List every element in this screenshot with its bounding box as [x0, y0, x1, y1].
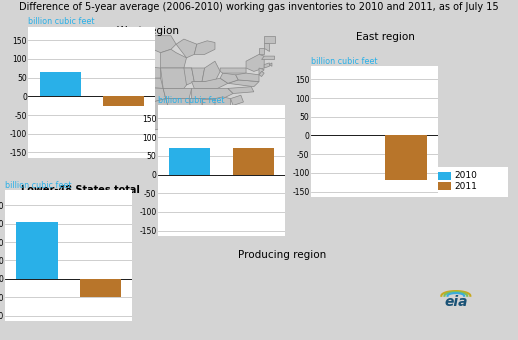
Polygon shape [228, 87, 254, 94]
Polygon shape [264, 36, 275, 42]
FancyBboxPatch shape [435, 167, 508, 197]
Polygon shape [44, 44, 67, 63]
Bar [438, 182, 451, 190]
Text: billion cubic feet: billion cubic feet [158, 96, 224, 105]
Text: billion cubic feet: billion cubic feet [311, 56, 377, 66]
Polygon shape [111, 36, 148, 42]
Polygon shape [202, 99, 215, 116]
Polygon shape [259, 68, 264, 75]
Polygon shape [166, 99, 192, 116]
Bar [16, 222, 57, 279]
Bar [233, 148, 274, 175]
Polygon shape [161, 49, 186, 68]
Text: Lower-48 States total: Lower-48 States total [21, 185, 140, 195]
Text: billion cubic feet: billion cubic feet [5, 181, 71, 190]
Polygon shape [202, 61, 220, 82]
Polygon shape [192, 68, 205, 82]
Polygon shape [60, 53, 80, 95]
Polygon shape [111, 42, 148, 66]
Polygon shape [189, 99, 202, 116]
Polygon shape [246, 54, 264, 71]
Text: Difference of 5-year average (2006-2010) working gas inventories to 2010 and 201: Difference of 5-year average (2006-2010)… [19, 2, 499, 12]
Polygon shape [192, 88, 233, 99]
Polygon shape [236, 73, 259, 82]
Polygon shape [194, 41, 215, 54]
Text: 2011: 2011 [454, 182, 477, 191]
Bar [322, 135, 363, 136]
Polygon shape [80, 36, 119, 44]
Polygon shape [44, 61, 62, 102]
Text: eia: eia [444, 295, 468, 309]
Polygon shape [220, 73, 238, 83]
Polygon shape [80, 42, 111, 66]
Text: Producing region: Producing region [238, 250, 326, 260]
Polygon shape [127, 87, 166, 102]
Bar [103, 97, 145, 106]
Polygon shape [262, 56, 275, 59]
Polygon shape [75, 65, 104, 95]
Polygon shape [215, 97, 231, 116]
Bar [385, 136, 427, 180]
Bar [39, 72, 81, 97]
Polygon shape [101, 66, 127, 87]
Text: West region: West region [117, 26, 179, 35]
Polygon shape [161, 68, 192, 88]
Polygon shape [127, 95, 171, 131]
Text: East region: East region [356, 32, 415, 42]
Polygon shape [163, 88, 192, 99]
Polygon shape [44, 36, 70, 54]
Polygon shape [228, 80, 259, 87]
Polygon shape [67, 36, 85, 65]
Polygon shape [104, 87, 127, 112]
Polygon shape [264, 42, 269, 51]
Polygon shape [215, 116, 238, 146]
Polygon shape [127, 78, 163, 88]
Polygon shape [127, 66, 161, 78]
Polygon shape [231, 95, 243, 105]
Polygon shape [269, 63, 272, 66]
Bar [169, 148, 210, 175]
Polygon shape [259, 71, 264, 76]
Polygon shape [176, 39, 197, 58]
Polygon shape [137, 36, 176, 53]
Polygon shape [192, 78, 228, 88]
Polygon shape [184, 68, 194, 85]
Text: 2010: 2010 [454, 171, 477, 180]
Bar [438, 172, 451, 180]
Polygon shape [73, 87, 104, 112]
Polygon shape [259, 48, 264, 54]
Bar [80, 279, 121, 298]
Text: billion cubic feet: billion cubic feet [28, 17, 95, 27]
Polygon shape [220, 68, 246, 73]
Polygon shape [264, 63, 269, 68]
